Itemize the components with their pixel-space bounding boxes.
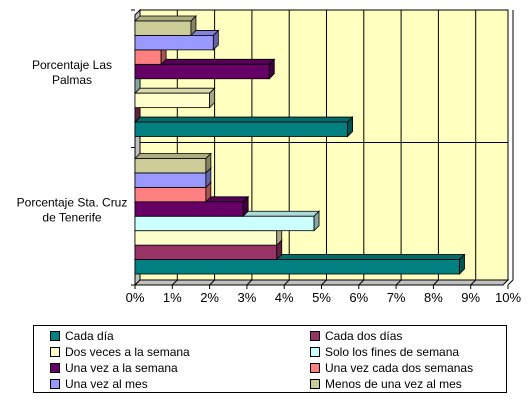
bar	[134, 116, 354, 138]
legend-swatch	[310, 347, 320, 357]
legend-label: Cada día	[65, 329, 114, 343]
x-tick-label: 4%	[275, 290, 294, 305]
legend-item: Una vez cada dos semanas	[310, 360, 473, 376]
legend-item: Cada día	[50, 328, 114, 344]
legend-label: Una vez a la semana	[65, 361, 178, 375]
legend-item: Cada dos días	[310, 328, 402, 344]
bar	[134, 15, 197, 37]
legend-label: Dos veces a la semana	[65, 345, 190, 359]
gridline-floor	[507, 279, 514, 286]
x-tick-label: 0%	[126, 290, 145, 305]
x-tick-label: 3%	[238, 290, 257, 305]
bar	[134, 87, 216, 109]
legend-item: Dos veces a la semana	[50, 344, 190, 360]
gridline-floor	[358, 279, 365, 286]
legend-swatch	[310, 379, 320, 389]
x-tick-label: 8%	[424, 290, 443, 305]
gridline-floor	[209, 279, 215, 286]
plot-floor	[133, 279, 510, 286]
x-tick-label: 9%	[461, 290, 480, 305]
category-label: Porcentaje Las Palmas	[32, 58, 112, 87]
legend-swatch	[50, 347, 60, 357]
x-tick-label: 5%	[312, 290, 331, 305]
legend-swatch	[310, 331, 320, 341]
x-tick-label: 7%	[387, 290, 406, 305]
gridline-floor	[321, 279, 327, 286]
gridline-floor	[470, 279, 477, 286]
x-tick-label: 6%	[349, 290, 368, 305]
legend-label: Solo los fines de semana	[325, 345, 460, 359]
gridline-floor	[283, 279, 290, 286]
gridline-floor	[395, 279, 402, 286]
legend-swatch	[50, 363, 60, 373]
x-tick-label: 1%	[163, 290, 182, 305]
legend-label: Una vez cada dos semanas	[325, 361, 474, 375]
x-tick-label: 10%	[495, 290, 521, 305]
legend-label: Una vez al mes	[65, 377, 148, 391]
legend-swatch	[50, 331, 60, 341]
legend-item: Una vez a la semana	[50, 360, 178, 376]
bar	[134, 152, 212, 174]
category-label: Porcentaje Sta. Cruz de Tenerife	[17, 195, 128, 224]
legend-swatch	[50, 379, 60, 389]
legend-item: Menos de una vez al mes	[310, 376, 462, 392]
gridline-floor	[433, 279, 439, 286]
legend-label: Menos de una vez al mes	[325, 377, 462, 391]
x-tick-label: 2%	[200, 290, 219, 305]
bar	[134, 58, 276, 80]
legend-item: Solo los fines de semana	[310, 344, 459, 360]
gridline-floor	[246, 279, 253, 286]
legend-item: Una vez al mes	[50, 376, 148, 392]
legend: Cada día Cada dos días Dos veces a la sema…	[33, 325, 507, 393]
legend-label: Cada dos días	[325, 329, 403, 343]
legend-swatch	[310, 363, 320, 373]
gridline-floor	[171, 279, 178, 286]
